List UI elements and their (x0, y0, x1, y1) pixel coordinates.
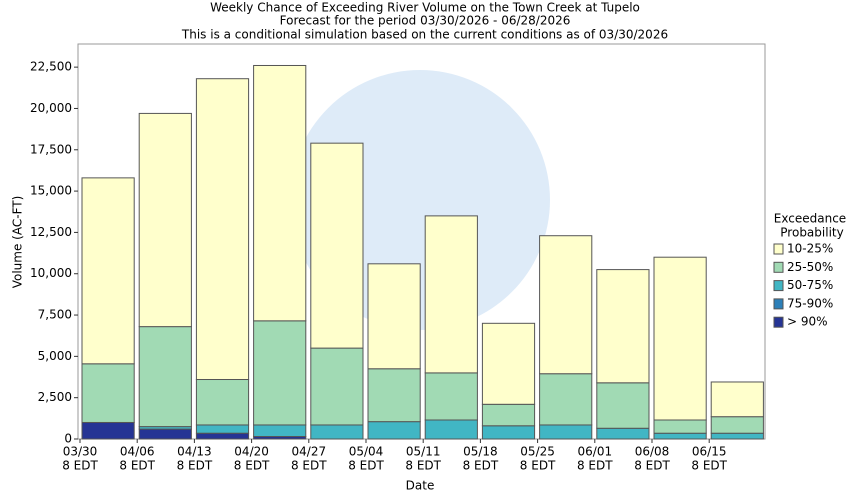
bar-segment (195, 432, 250, 440)
y-tick-label: 17,500 (30, 142, 72, 156)
bar-segment (138, 112, 192, 328)
x-tick-label: 8 EDT (348, 459, 384, 473)
y-tick-label: 2,500 (38, 390, 72, 404)
y-tick-label: 7,500 (38, 308, 72, 322)
x-tick-label: 04/13 (177, 445, 212, 459)
bar-segment (81, 363, 135, 423)
y-tick-label: 15,000 (30, 184, 72, 198)
chart-title: Weekly Chance of Exceeding River Volume … (210, 1, 640, 15)
bar-segment (253, 64, 307, 322)
bar-segment (138, 326, 192, 428)
bar-segment (653, 256, 707, 421)
x-tick-label: 8 EDT (634, 459, 670, 473)
bar-segment (310, 142, 364, 349)
x-tick-label: 04/06 (120, 445, 155, 459)
bar-segment (710, 381, 764, 418)
x-tick-label: 06/15 (692, 445, 727, 459)
bar-segment (310, 424, 364, 440)
bar-segment (710, 416, 764, 434)
bar-segment (367, 368, 421, 423)
bar-segment (253, 424, 307, 438)
chart-subtitle: Forecast for the period 03/30/2026 - 06/… (280, 14, 571, 28)
legend-swatch (773, 298, 784, 310)
plot-area (77, 43, 766, 440)
x-tick-label: 8 EDT (62, 459, 98, 473)
bar-segment (367, 421, 421, 440)
x-tick-label: 8 EDT (691, 459, 727, 473)
bar-segment (195, 379, 250, 426)
y-tick-label: 20,000 (30, 101, 72, 115)
bar-segment (596, 382, 650, 429)
x-tick-label: 06/01 (578, 445, 613, 459)
x-tick-label: 05/25 (520, 445, 555, 459)
x-tick-label: 04/20 (234, 445, 269, 459)
bar-segment (195, 424, 250, 434)
x-tick-label: 8 EDT (291, 459, 327, 473)
x-tick-label: 8 EDT (463, 459, 499, 473)
bar-segment (424, 215, 478, 374)
bar-segment (81, 177, 135, 365)
bar-segment (653, 419, 707, 434)
legend-label: 50-75% (787, 278, 833, 292)
bar-segment (367, 263, 421, 370)
bar-segment (481, 322, 536, 405)
bar-segment (424, 372, 478, 421)
bar-segment (710, 432, 764, 440)
y-tick-label: 12,500 (30, 225, 72, 239)
legend-title: Exceedance (774, 212, 846, 226)
x-tick-label: 04/27 (292, 445, 327, 459)
bar-segment (653, 432, 707, 440)
bar-segment (539, 373, 593, 426)
y-axis-label: Volume (AC-FT) (11, 196, 25, 289)
bar-segment (424, 419, 478, 440)
legend-swatch (773, 243, 784, 255)
bar-segment (195, 78, 250, 381)
bar-segment (539, 235, 593, 375)
bar-segment (481, 425, 536, 440)
x-tick-label: 03/30 (63, 445, 98, 459)
y-tick-label: 0 (64, 432, 72, 446)
bar-segment (481, 403, 536, 427)
bar-segment (596, 427, 650, 440)
x-axis-label: Date (406, 479, 435, 493)
bar-segment (539, 424, 593, 440)
x-tick-label: 05/04 (349, 445, 384, 459)
x-tick-label: 06/08 (635, 445, 670, 459)
bar-segment (81, 421, 135, 440)
bar-segment (253, 320, 307, 426)
bar-segment (596, 269, 650, 384)
y-tick-label: 22,500 (30, 60, 72, 74)
legend-label: 10-25% (787, 242, 833, 256)
legend-label: > 90% (787, 315, 828, 329)
legend-label: 25-50% (787, 260, 833, 274)
legend-swatch (773, 280, 784, 292)
legend-label: 75-90% (787, 296, 833, 310)
x-tick-label: 8 EDT (234, 459, 270, 473)
legend-swatch (773, 261, 784, 273)
x-tick-label: 05/11 (406, 445, 441, 459)
x-tick-label: 8 EDT (520, 459, 556, 473)
bar-segment (310, 347, 364, 426)
y-tick-label: 5,000 (38, 349, 72, 363)
x-tick-label: 05/18 (463, 445, 498, 459)
chart-subtitle: This is a conditional simulation based o… (181, 28, 668, 42)
legend-title: Probability (780, 226, 843, 240)
legend-swatch (773, 316, 784, 328)
y-tick-label: 10,000 (30, 266, 72, 280)
x-tick-label: 8 EDT (577, 459, 613, 473)
x-tick-label: 8 EDT (177, 459, 213, 473)
x-tick-label: 8 EDT (405, 459, 441, 473)
bar-segment (138, 428, 192, 440)
x-tick-label: 8 EDT (119, 459, 155, 473)
